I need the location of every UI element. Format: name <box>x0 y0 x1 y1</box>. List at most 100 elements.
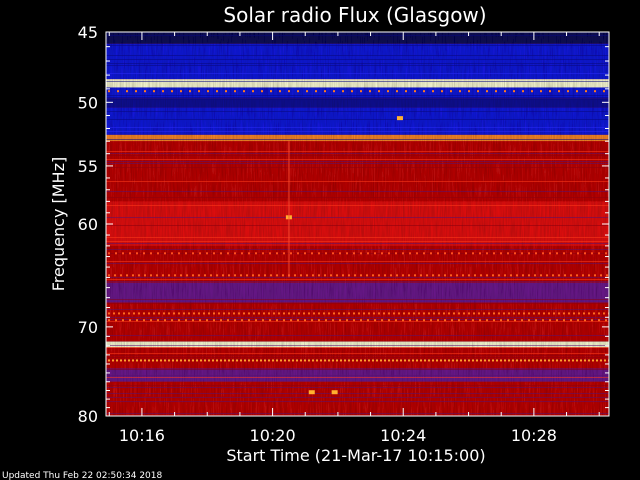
interference-dot <box>216 359 218 362</box>
interference-dot <box>348 312 350 315</box>
stripe-layer <box>106 35 609 416</box>
interference-dot <box>544 359 546 362</box>
interference-dot <box>199 319 201 322</box>
interference-dot <box>160 359 162 362</box>
interference-dot <box>294 274 296 277</box>
interference-dot <box>178 252 180 255</box>
interference-dot <box>343 312 345 315</box>
interference-dot <box>328 312 330 315</box>
intensity-stripe <box>106 99 609 100</box>
interference-dot <box>528 252 530 255</box>
interference-dot <box>468 274 470 277</box>
interference-dot <box>585 90 587 93</box>
x-tick-label: 10:16 <box>119 426 165 445</box>
interference-dot <box>510 274 512 277</box>
interference-dot <box>288 90 290 93</box>
interference-dot <box>479 252 481 255</box>
interference-dot <box>358 312 360 315</box>
interference-dot <box>500 359 502 362</box>
interference-dot <box>288 312 290 315</box>
interference-dot <box>528 319 530 322</box>
interference-dot <box>255 252 257 255</box>
interference-dot <box>480 274 482 277</box>
interference-dot <box>108 252 110 255</box>
interference-dot <box>426 274 428 277</box>
interference-dot <box>436 359 438 362</box>
intensity-stripe <box>106 249 609 250</box>
intensity-stripe <box>106 119 609 120</box>
interference-dot <box>596 359 598 362</box>
interference-dot <box>113 312 115 315</box>
interference-dot <box>556 252 558 255</box>
interference-dot <box>398 312 400 315</box>
interference-dot <box>594 90 596 93</box>
interference-dot <box>584 252 586 255</box>
interference-dot <box>484 359 486 362</box>
intensity-stripe <box>106 347 609 348</box>
interference-dot <box>276 252 278 255</box>
interference-dot <box>196 359 198 362</box>
interference-dot <box>360 319 362 322</box>
interference-dot <box>488 312 490 315</box>
interference-dot <box>420 274 422 277</box>
interference-dot <box>129 252 131 255</box>
interference-dot <box>444 319 446 322</box>
interference-dot <box>433 312 435 315</box>
interference-dot <box>412 359 414 362</box>
interference-dot <box>528 312 530 315</box>
interference-dot <box>593 312 595 315</box>
intensity-stripe <box>106 163 609 164</box>
interference-dot <box>451 319 453 322</box>
interference-dot <box>153 90 155 93</box>
interference-dot <box>378 312 380 315</box>
interference-dot <box>328 359 330 362</box>
interference-dot <box>144 359 146 362</box>
interference-dot <box>138 274 140 277</box>
interference-dot <box>186 274 188 277</box>
interference-dot <box>472 359 474 362</box>
interference-dot <box>206 252 208 255</box>
interference-dot <box>522 90 524 93</box>
interference-dot <box>532 359 534 362</box>
interference-dot <box>396 90 398 93</box>
intensity-stripe <box>106 111 609 112</box>
intensity-stripe <box>106 309 609 310</box>
interference-dot <box>152 359 154 362</box>
interference-dot <box>424 359 426 362</box>
interference-dot <box>292 359 294 362</box>
interference-dot <box>108 319 110 322</box>
interference-dot <box>568 359 570 362</box>
interference-dot <box>504 90 506 93</box>
intensity-stripe <box>106 167 609 168</box>
interference-dot <box>536 359 538 362</box>
interference-dot <box>372 274 374 277</box>
interference-dot <box>594 274 596 277</box>
interference-dot <box>563 252 565 255</box>
interference-dot <box>332 359 334 362</box>
interference-dot <box>549 319 551 322</box>
interference-dot <box>493 252 495 255</box>
intensity-stripe <box>106 387 609 388</box>
x-tick-label: 10:28 <box>511 426 557 445</box>
interference-dot <box>468 359 470 362</box>
interference-dot <box>395 252 397 255</box>
intensity-stripe <box>106 369 609 370</box>
interference-dot <box>600 274 602 277</box>
interference-dot <box>384 274 386 277</box>
interference-dot <box>528 274 530 277</box>
interference-dot <box>223 312 225 315</box>
interference-dot <box>225 90 227 93</box>
interference-dot <box>124 359 126 362</box>
interference-dot <box>465 319 467 322</box>
interference-dot <box>340 359 342 362</box>
interference-dot <box>264 359 266 362</box>
interference-dot <box>136 252 138 255</box>
interference-dot <box>283 319 285 322</box>
interference-dot <box>243 90 245 93</box>
interference-dot <box>549 90 551 93</box>
x-tick-label: 10:20 <box>250 426 296 445</box>
interference-dot <box>366 274 368 277</box>
interference-dot <box>542 252 544 255</box>
interference-dot <box>432 359 434 362</box>
interference-dot <box>570 252 572 255</box>
